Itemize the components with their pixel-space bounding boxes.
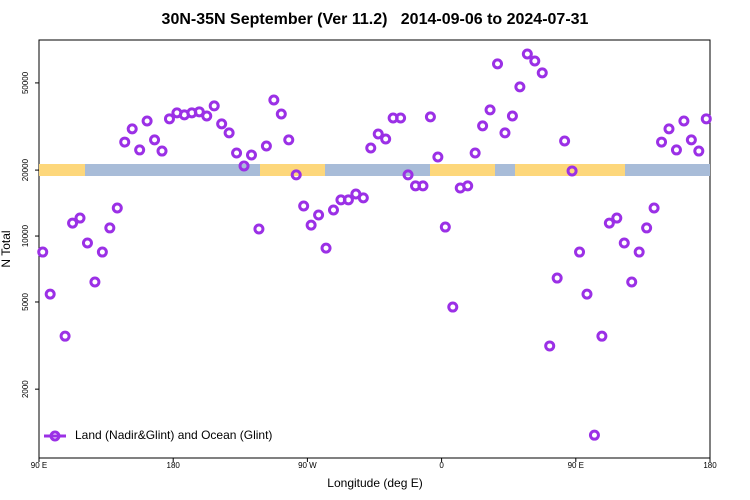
point xyxy=(670,144,682,156)
y-tick-label: 50000 xyxy=(21,71,30,94)
point xyxy=(544,340,556,352)
point xyxy=(163,113,175,125)
point xyxy=(611,212,623,224)
legend-marker xyxy=(49,430,61,442)
point xyxy=(89,276,101,288)
point xyxy=(618,237,630,249)
point xyxy=(417,180,429,192)
point xyxy=(119,136,131,148)
point xyxy=(81,237,93,249)
point xyxy=(141,115,153,127)
point xyxy=(134,144,146,156)
point xyxy=(216,118,228,130)
point xyxy=(678,115,690,127)
land-ocean-strip xyxy=(39,164,710,176)
legend-label: Land (Nadir&Glint) and Ocean (Glint) xyxy=(75,428,272,442)
point xyxy=(559,135,571,147)
point xyxy=(380,133,392,145)
point xyxy=(477,120,489,132)
x-tick-label: 180 xyxy=(167,461,181,470)
x-tick-label: 90 E xyxy=(31,461,47,470)
point xyxy=(439,221,451,233)
point xyxy=(268,94,280,106)
point xyxy=(320,242,332,254)
point xyxy=(365,142,377,154)
chart-title: 30N-35N September (Ver 11.2) 2014-09-06 … xyxy=(162,11,589,28)
point xyxy=(395,112,407,124)
point xyxy=(551,272,563,284)
x-tick-label: 90 E xyxy=(568,461,584,470)
point xyxy=(357,192,369,204)
point xyxy=(581,288,593,300)
point xyxy=(208,100,220,112)
point xyxy=(402,169,414,181)
point xyxy=(506,110,518,122)
point xyxy=(111,202,123,214)
point xyxy=(499,127,511,139)
point xyxy=(245,149,257,161)
x-tick-label: 90 W xyxy=(298,461,317,470)
point xyxy=(253,223,265,235)
point xyxy=(693,145,705,157)
point xyxy=(372,128,384,140)
point xyxy=(521,48,533,60)
point xyxy=(74,212,86,224)
point xyxy=(260,140,272,152)
point xyxy=(462,180,474,192)
point xyxy=(574,246,586,258)
point xyxy=(156,145,168,157)
point xyxy=(603,217,615,229)
point xyxy=(663,123,675,135)
point xyxy=(96,246,108,258)
point xyxy=(104,222,116,234)
point xyxy=(149,134,161,146)
point xyxy=(529,55,541,67)
plot-frame xyxy=(38,39,711,459)
point xyxy=(313,209,325,221)
point xyxy=(700,113,712,125)
point xyxy=(290,169,302,181)
x-tick-label: 0 xyxy=(439,461,444,470)
point xyxy=(305,219,317,231)
point xyxy=(447,301,459,313)
y-tick-label: 5000 xyxy=(21,293,30,311)
point xyxy=(641,222,653,234)
y-tick-label: 20000 xyxy=(21,158,30,181)
point xyxy=(588,429,600,441)
point xyxy=(656,136,668,148)
point xyxy=(566,165,578,177)
point xyxy=(424,111,436,123)
point xyxy=(37,246,49,258)
point xyxy=(44,288,56,300)
point xyxy=(231,147,243,159)
point xyxy=(633,246,645,258)
point xyxy=(126,123,138,135)
point xyxy=(685,134,697,146)
y-axis-label: N Total xyxy=(0,230,13,267)
x-axis-label: Longitude (deg E) xyxy=(327,476,422,490)
point xyxy=(492,58,504,70)
point xyxy=(67,217,79,229)
point xyxy=(283,134,295,146)
point xyxy=(514,81,526,93)
point xyxy=(626,276,638,288)
point xyxy=(327,204,339,216)
point xyxy=(275,108,287,120)
point xyxy=(536,67,548,79)
point xyxy=(201,110,213,122)
point xyxy=(342,194,354,206)
point xyxy=(223,127,235,139)
point xyxy=(298,200,310,212)
y-tick-label: 10000 xyxy=(21,224,30,247)
point xyxy=(484,104,496,116)
point xyxy=(432,151,444,163)
point xyxy=(596,330,608,342)
point xyxy=(238,160,250,172)
point xyxy=(59,330,71,342)
x-tick-label: 180 xyxy=(703,461,717,470)
point xyxy=(469,147,481,159)
point xyxy=(648,202,660,214)
y-tick-label: 2000 xyxy=(21,380,30,398)
